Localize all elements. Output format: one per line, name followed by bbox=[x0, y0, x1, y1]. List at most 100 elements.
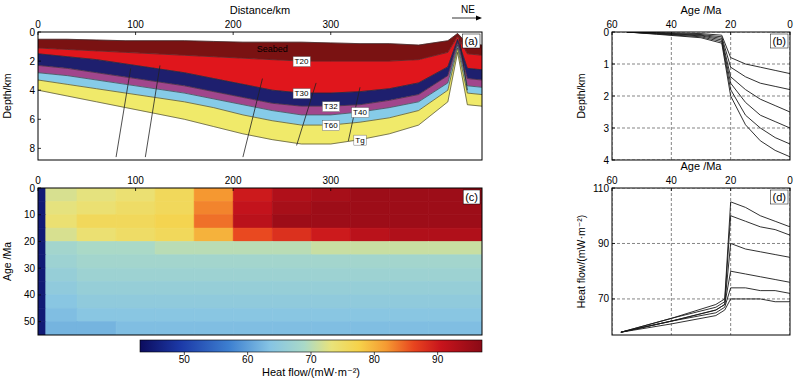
heat-cell bbox=[233, 215, 272, 228]
y-tick-label: 8 bbox=[29, 143, 35, 154]
x-axis-label: Age /Ma bbox=[681, 160, 723, 172]
y-tick-label: 10 bbox=[24, 209, 36, 220]
heat-cell bbox=[38, 268, 46, 281]
heat-cell bbox=[77, 255, 116, 268]
series-line bbox=[621, 202, 790, 332]
horizon-label: T30 bbox=[295, 89, 309, 98]
panel-label: (b) bbox=[773, 35, 786, 47]
heat-cell bbox=[77, 295, 116, 308]
heat-cell bbox=[194, 308, 233, 321]
heat-cell bbox=[194, 255, 233, 268]
figure: SeabedT20T30T32T40T60TgNE010020030002468… bbox=[0, 0, 800, 379]
heat-cell bbox=[428, 215, 482, 228]
grid-line bbox=[671, 188, 672, 335]
heat-cell bbox=[155, 308, 194, 321]
x-tick bbox=[233, 188, 234, 191]
heat-cell bbox=[428, 228, 482, 241]
heat-cell bbox=[155, 268, 194, 281]
heat-cell bbox=[46, 241, 77, 254]
panel-label: (c) bbox=[465, 191, 478, 203]
heat-cell bbox=[311, 295, 350, 308]
heat-cell bbox=[38, 201, 46, 214]
y-tick-label: 4 bbox=[29, 85, 35, 96]
heat-cell bbox=[194, 228, 233, 241]
y-tick-label: 110 bbox=[593, 183, 609, 194]
horizon-label: T32 bbox=[324, 102, 338, 111]
y-tick-label: 1 bbox=[603, 59, 609, 70]
series-line bbox=[627, 32, 790, 157]
horizon bbox=[38, 52, 482, 144]
grid-line bbox=[671, 32, 672, 160]
heat-cell bbox=[311, 228, 350, 241]
x-tick-label: 100 bbox=[127, 19, 144, 30]
heat-cell bbox=[155, 282, 194, 295]
heat-cell bbox=[233, 241, 272, 254]
heat-cell bbox=[46, 282, 77, 295]
label-box bbox=[352, 108, 369, 118]
fault bbox=[243, 79, 263, 158]
heat-cell bbox=[155, 255, 194, 268]
x-tick bbox=[612, 188, 613, 191]
heat-cell bbox=[155, 228, 194, 241]
heat-cell bbox=[272, 308, 311, 321]
horizon-label: T40 bbox=[353, 108, 367, 117]
grid-line bbox=[612, 96, 790, 97]
heat-cell bbox=[311, 282, 350, 295]
x-tick-label: 20 bbox=[725, 175, 737, 186]
frame bbox=[38, 32, 482, 160]
x-tick bbox=[730, 188, 731, 191]
colorbar-tick-label: 90 bbox=[432, 354, 444, 365]
y-tick bbox=[612, 188, 615, 189]
panel-label-box bbox=[771, 34, 788, 48]
label-box bbox=[293, 57, 310, 67]
heat-cell bbox=[350, 255, 389, 268]
y-tick bbox=[38, 119, 41, 120]
heat-cell bbox=[194, 295, 233, 308]
y-tick bbox=[38, 214, 41, 215]
heat-cell bbox=[350, 201, 389, 214]
y-tick-label: 6 bbox=[29, 114, 35, 125]
horizon bbox=[38, 45, 482, 115]
plot-area bbox=[38, 188, 482, 335]
y-tick-label: 20 bbox=[24, 236, 36, 247]
heat-cell bbox=[116, 228, 155, 241]
heat-cell bbox=[272, 241, 311, 254]
label-box bbox=[322, 102, 339, 112]
heat-cell bbox=[428, 241, 482, 254]
x-tick-label: 0 bbox=[787, 175, 793, 186]
y-tick-label: 0 bbox=[603, 27, 609, 38]
y-axis-label: Depth/km bbox=[575, 73, 587, 118]
heat-cell bbox=[428, 308, 482, 321]
y-tick-label: 4 bbox=[603, 155, 609, 166]
panel-label-box bbox=[463, 190, 480, 204]
heat-cell bbox=[389, 255, 428, 268]
heat-cell bbox=[116, 201, 155, 214]
horizon bbox=[38, 36, 482, 61]
heat-cell bbox=[350, 268, 389, 281]
colorbar-tick-label: 60 bbox=[242, 354, 254, 365]
y-tick bbox=[38, 61, 41, 62]
heat-cell bbox=[46, 188, 77, 201]
heat-cell bbox=[155, 322, 194, 335]
heat-cell bbox=[272, 255, 311, 268]
heat-cell bbox=[77, 268, 116, 281]
label-box bbox=[322, 121, 339, 131]
heat-cell bbox=[233, 322, 272, 335]
heat-cell bbox=[38, 215, 46, 228]
x-tick-label: 300 bbox=[322, 19, 339, 30]
y-axis-label: Depth/km bbox=[1, 73, 13, 118]
heat-cell bbox=[311, 322, 350, 335]
y-tick bbox=[612, 298, 615, 299]
x-axis-label: Distance/km bbox=[230, 4, 291, 16]
x-tick bbox=[790, 32, 791, 35]
heat-cell bbox=[428, 295, 482, 308]
heat-cell bbox=[350, 188, 389, 201]
y-tick bbox=[38, 90, 41, 91]
x-tick bbox=[330, 32, 331, 35]
annotation: NE bbox=[461, 4, 475, 15]
y-axis-label: Heat flow/(mW·m⁻²) bbox=[575, 215, 587, 309]
heat-cell bbox=[272, 201, 311, 214]
heat-cell bbox=[428, 282, 482, 295]
heat-cell bbox=[350, 322, 389, 335]
y-axis-label: Age /Ma bbox=[1, 242, 13, 281]
